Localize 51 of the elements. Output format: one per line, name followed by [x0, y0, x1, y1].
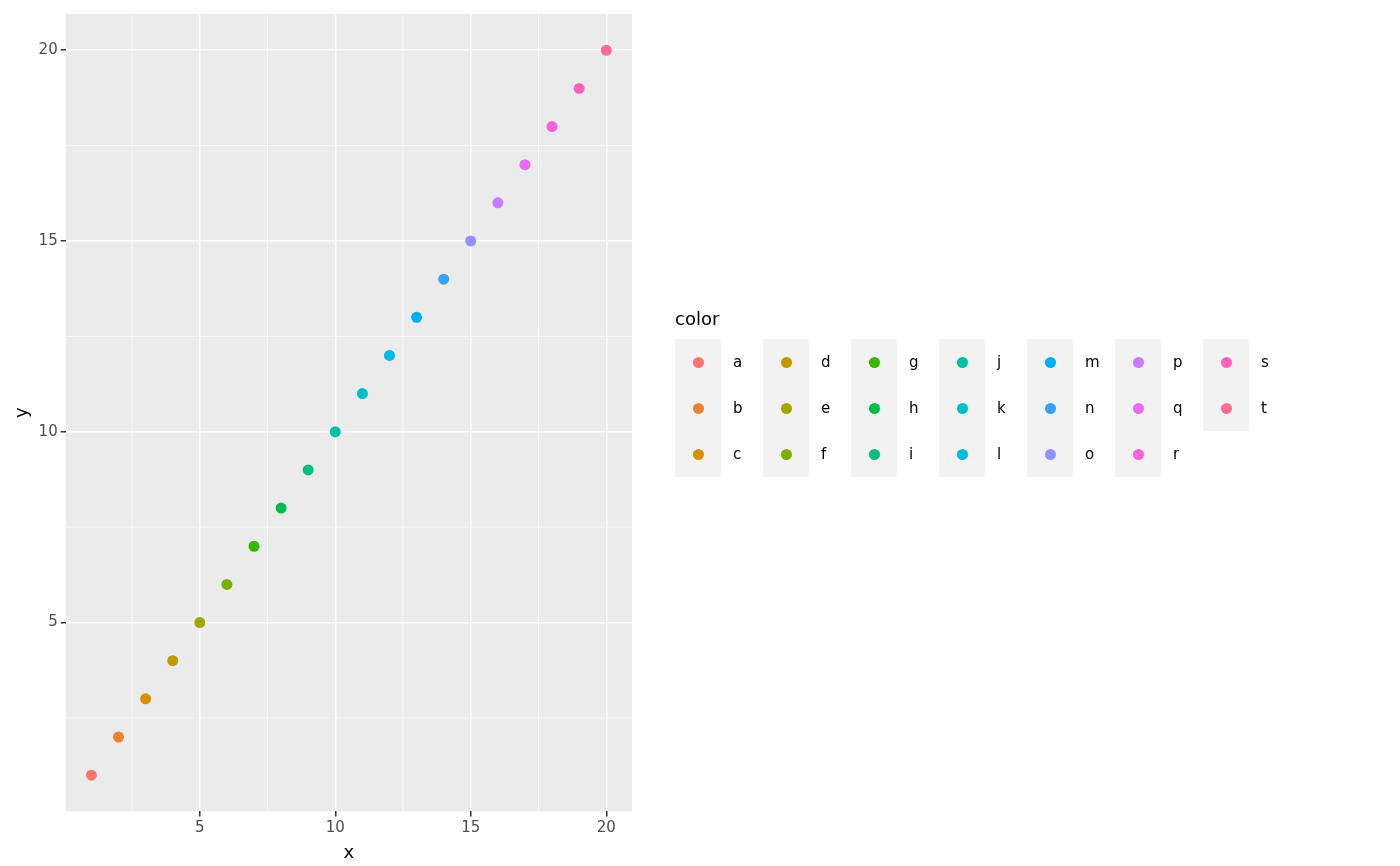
point: [248, 540, 260, 552]
point: [438, 273, 450, 285]
legend-label: l: [997, 445, 1003, 463]
point: [411, 311, 423, 323]
x-tick-label: 10: [325, 818, 345, 837]
legend-label: j: [997, 353, 1003, 371]
point: [383, 349, 395, 361]
point: [546, 121, 558, 133]
point: [356, 388, 368, 400]
legend-label: n: [1085, 399, 1096, 417]
point: [167, 655, 179, 667]
point: [275, 502, 287, 514]
legend-label: t: [1261, 399, 1268, 417]
point: [329, 426, 341, 438]
point: [573, 82, 585, 94]
point: [519, 159, 531, 171]
point: [113, 731, 125, 743]
point: [492, 197, 504, 209]
y-tick-label: 15: [38, 230, 58, 249]
legend-label: o: [1085, 445, 1096, 463]
x-tick-label: 20: [596, 818, 616, 837]
x-tick-label: 15: [461, 818, 481, 837]
y-tick-label: 10: [38, 421, 58, 440]
point: [85, 769, 97, 781]
y-tick-label: 20: [38, 40, 58, 59]
y-tick-label: 5: [48, 612, 58, 631]
legend-label: a: [733, 353, 744, 371]
legend-label: g: [909, 353, 920, 371]
legend-label: b: [733, 399, 744, 417]
y-axis-title: y: [10, 407, 32, 419]
legend-label: p: [1173, 353, 1184, 371]
point: [465, 235, 477, 247]
legend-label: r: [1173, 445, 1181, 463]
legend-label: e: [821, 399, 832, 417]
point: [221, 578, 233, 590]
point: [302, 464, 314, 476]
legend-title: color: [675, 308, 721, 329]
legend-label: f: [821, 445, 828, 463]
x-tick-label: 5: [195, 818, 205, 837]
legend-label: d: [821, 353, 832, 371]
legend-label: q: [1173, 399, 1184, 417]
legend-label: k: [997, 399, 1007, 417]
legend-label: m: [1085, 353, 1101, 371]
legend-label: s: [1261, 353, 1270, 371]
point: [194, 617, 206, 629]
point: [600, 44, 612, 56]
legend-label: h: [909, 399, 920, 417]
point: [140, 693, 152, 705]
legend-label: c: [733, 445, 743, 463]
legend-label: i: [909, 445, 915, 463]
x-axis-title: x: [343, 840, 355, 862]
